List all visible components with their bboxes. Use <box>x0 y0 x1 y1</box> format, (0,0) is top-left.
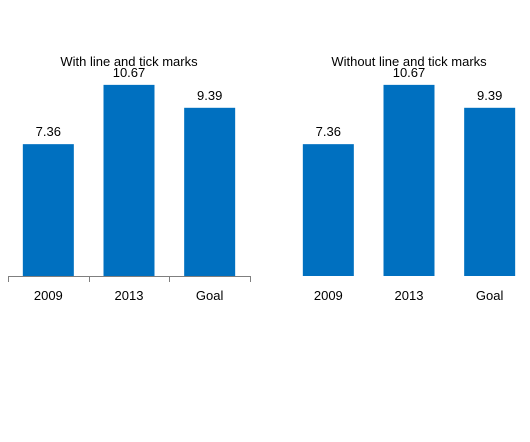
value-label-2009: 7.36 <box>316 124 341 139</box>
category-label-2009: 2009 <box>314 288 343 303</box>
chart-title: With line and tick marks <box>60 54 198 69</box>
bar-goal <box>184 107 236 276</box>
bar-2013 <box>103 84 155 276</box>
category-label-goal: Goal <box>196 288 224 303</box>
chart-title: Without line and tick marks <box>331 54 487 69</box>
bar-goal <box>464 107 516 276</box>
bar-2009 <box>22 144 74 276</box>
value-label-goal: 9.39 <box>477 88 502 103</box>
value-label-2013: 10.67 <box>113 65 146 80</box>
category-label-2013: 2013 <box>115 288 144 303</box>
chart-1: With line and tick marks 7.36 2009 10.67 201… <box>8 54 251 303</box>
category-label-2013: 2013 <box>395 288 424 303</box>
value-label-goal: 9.39 <box>197 88 222 103</box>
value-label-2009: 7.36 <box>36 124 61 139</box>
category-label-goal: Goal <box>476 288 504 303</box>
category-label-2009: 2009 <box>34 288 63 303</box>
chart-2: Without line and tick marks 7.36 2009 10.67… <box>302 54 516 303</box>
bar-2009 <box>302 144 354 276</box>
bar-2013 <box>383 84 435 276</box>
value-label-2013: 10.67 <box>393 65 426 80</box>
